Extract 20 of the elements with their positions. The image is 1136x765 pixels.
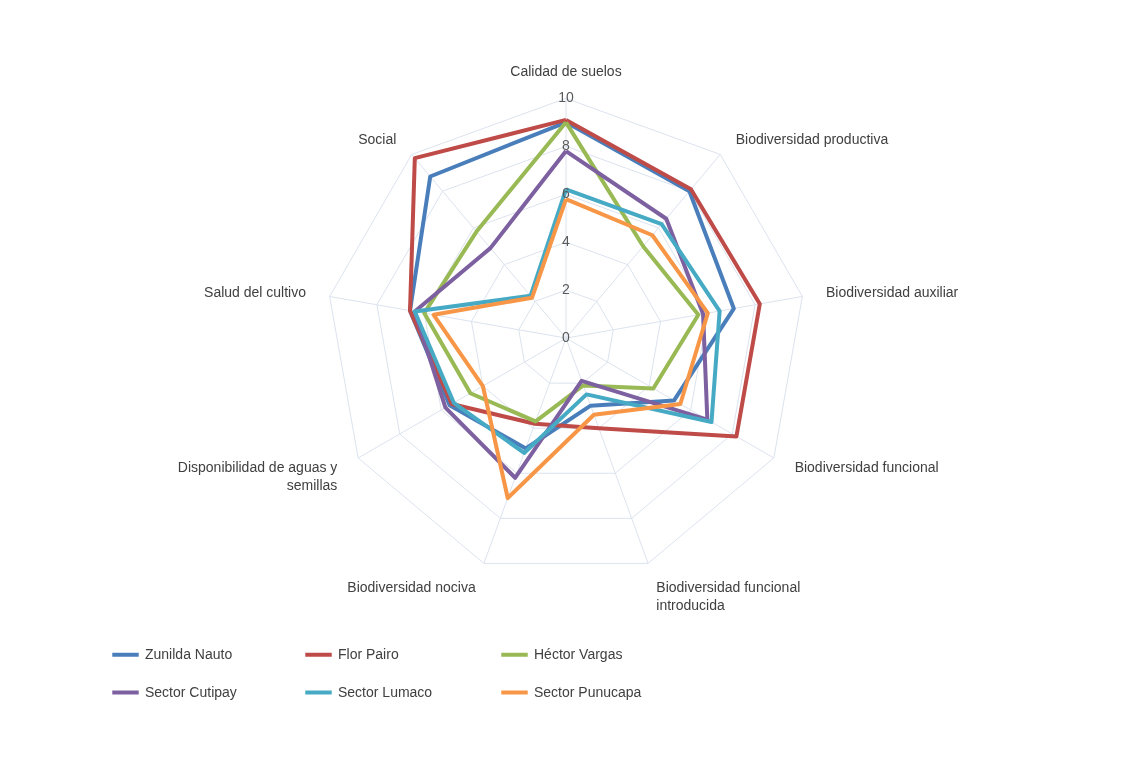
spoke-label: Biodiversidad funcional introducida <box>656 579 801 614</box>
legend-label: Héctor Vargas <box>534 645 623 662</box>
legend-label: Sector Punucapa <box>534 683 642 700</box>
spoke-label: Salud del cultivo <box>204 284 307 301</box>
spoke-label: Biodiversidad auxiliar <box>825 284 959 301</box>
spoke-label: Biodiversidad nociva <box>347 579 476 596</box>
spoke-label: Disponibilidad de aguas y semillas <box>177 458 338 493</box>
legend-label: Sector Cutipay <box>145 683 237 700</box>
y-tick-label: 0 <box>562 329 571 346</box>
y-tick-label: 10 <box>558 89 574 106</box>
legend-label: Zunilda Nauto <box>145 645 233 662</box>
y-tick-label: 2 <box>562 281 571 298</box>
spoke-label: Calidad de suelos <box>510 63 622 80</box>
spoke-label: Biodiversidad productiva <box>735 130 889 147</box>
spoke-label: Biodiversidad funcional <box>794 458 939 475</box>
spoke-label: Social <box>358 130 397 147</box>
y-tick-label: 4 <box>562 233 571 250</box>
legend-label: Sector Lumaco <box>338 683 433 700</box>
legend-label: Flor Pairo <box>338 645 399 662</box>
y-tick-label: 8 <box>562 137 571 154</box>
